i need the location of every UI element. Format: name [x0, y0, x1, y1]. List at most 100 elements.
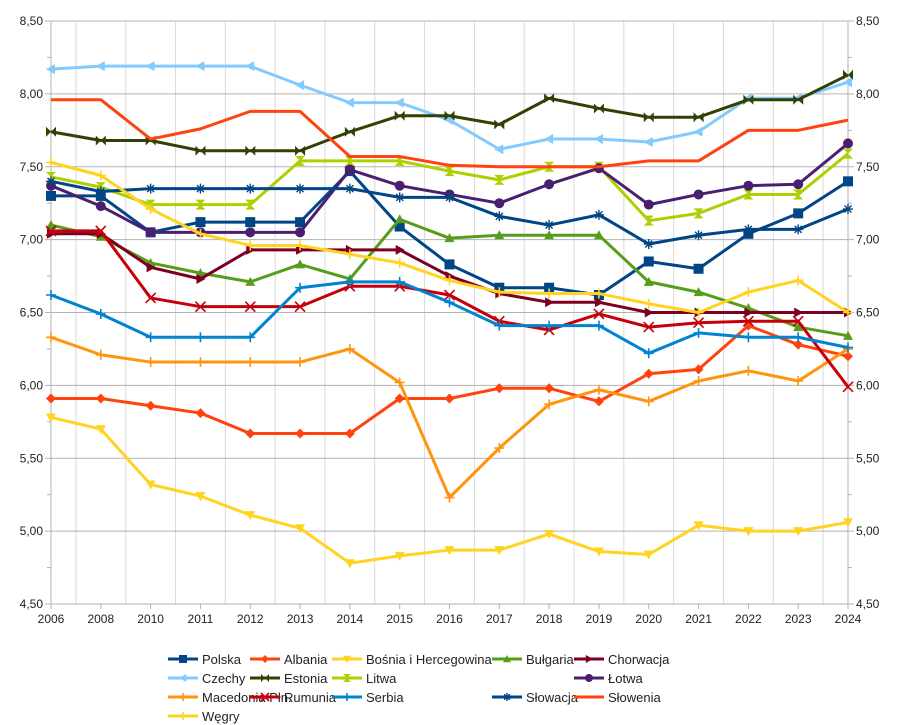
series-marker — [798, 94, 804, 105]
legend-swatch-icon — [332, 674, 362, 682]
data-point — [843, 77, 852, 88]
data-point — [843, 351, 853, 362]
y-tick-label-left: 7,00 — [20, 233, 44, 247]
y-tick-label-left: 8,00 — [20, 87, 44, 101]
line-chart: 4,50 4,50 5,00 5,00 5,50 5,50 6,00 6,00 6,50 6,50… — [20, 14, 880, 626]
data-point — [593, 134, 603, 145]
data-point — [643, 550, 654, 560]
data-point — [95, 308, 106, 319]
data-point — [344, 343, 355, 354]
data-point — [394, 110, 400, 121]
data-point — [544, 288, 555, 299]
x-tick-label: 2016 — [436, 612, 463, 626]
data-point — [494, 287, 505, 298]
data-point — [295, 80, 305, 91]
data-point — [793, 179, 804, 190]
data-point — [544, 161, 555, 167]
legend-item: Albania — [250, 650, 332, 668]
data-point — [295, 155, 306, 161]
y-tick-label-right: 5,50 — [856, 451, 880, 465]
legend-item: Bułgaria — [492, 650, 574, 668]
data-point — [643, 396, 654, 407]
data-point — [743, 365, 754, 376]
legend-label: Węgry — [202, 708, 240, 724]
data-point — [145, 400, 156, 411]
data-point — [444, 192, 455, 203]
legend-item: Czechy — [168, 669, 250, 687]
data-point — [46, 157, 56, 168]
data-point — [95, 393, 106, 404]
series-marker — [179, 674, 187, 682]
data-point — [743, 527, 754, 537]
series-marker — [843, 153, 853, 159]
data-point — [793, 275, 804, 286]
data-point — [394, 97, 404, 108]
data-point — [444, 546, 455, 556]
legend-swatch-icon — [332, 655, 362, 663]
data-point — [843, 518, 853, 528]
data-point — [643, 112, 649, 123]
data-point — [295, 282, 306, 293]
legend-swatch-icon — [574, 674, 604, 682]
data-point — [245, 511, 256, 521]
data-point — [95, 61, 105, 72]
data-point — [245, 227, 256, 238]
data-point — [294, 301, 306, 313]
series-marker — [343, 693, 351, 701]
data-point — [494, 174, 505, 180]
data-point — [344, 97, 354, 108]
data-point — [443, 289, 456, 301]
data-point — [344, 276, 355, 287]
legend-label: Litwa — [366, 670, 397, 686]
legend-swatch-icon — [492, 655, 522, 663]
legend-label: Chorwacja — [608, 651, 670, 667]
data-point — [494, 198, 505, 209]
legend-swatch-icon — [250, 655, 280, 663]
legend-label: Estonia — [284, 670, 328, 686]
data-point — [395, 244, 405, 255]
series-marker — [585, 655, 593, 663]
data-point — [245, 428, 256, 439]
data-point — [245, 61, 255, 72]
data-point — [195, 357, 206, 368]
y-tick-label-right: 5,00 — [856, 524, 880, 538]
data-point — [544, 179, 555, 190]
series-marker — [245, 204, 256, 210]
data-point — [245, 183, 256, 194]
legend-item: Estonia — [250, 669, 332, 687]
series-rumunia — [45, 225, 854, 393]
legend-label: Słowacja — [526, 689, 579, 705]
series-marker — [100, 135, 106, 146]
data-point — [793, 94, 799, 105]
data-point — [693, 230, 704, 241]
data-point — [793, 339, 804, 350]
data-point — [444, 233, 455, 243]
legend-label: Bułgaria — [526, 651, 574, 667]
data-point — [693, 376, 704, 387]
data-point — [544, 230, 555, 240]
series-slowacja — [46, 176, 853, 249]
data-point — [46, 126, 51, 137]
data-point — [494, 546, 505, 556]
data-point — [843, 342, 853, 353]
series-serbia — [46, 276, 853, 359]
series-marker — [349, 126, 355, 137]
data-point — [145, 183, 156, 194]
legend-item: Serbia — [332, 688, 492, 706]
data-point — [494, 443, 505, 454]
data-point — [793, 208, 804, 219]
data-point — [394, 192, 405, 203]
data-point — [145, 480, 156, 490]
series-marker — [503, 655, 511, 663]
x-tick-label: 2011 — [188, 612, 214, 626]
y-tick-label-left: 5,50 — [20, 451, 44, 465]
data-point — [145, 135, 151, 146]
series-marker — [344, 160, 355, 166]
legend-swatch-icon — [332, 693, 362, 701]
series-marker — [494, 179, 505, 185]
series-layer — [45, 61, 854, 569]
data-point — [46, 413, 56, 423]
data-point — [46, 64, 55, 75]
data-point — [494, 119, 500, 130]
data-point — [344, 559, 355, 569]
